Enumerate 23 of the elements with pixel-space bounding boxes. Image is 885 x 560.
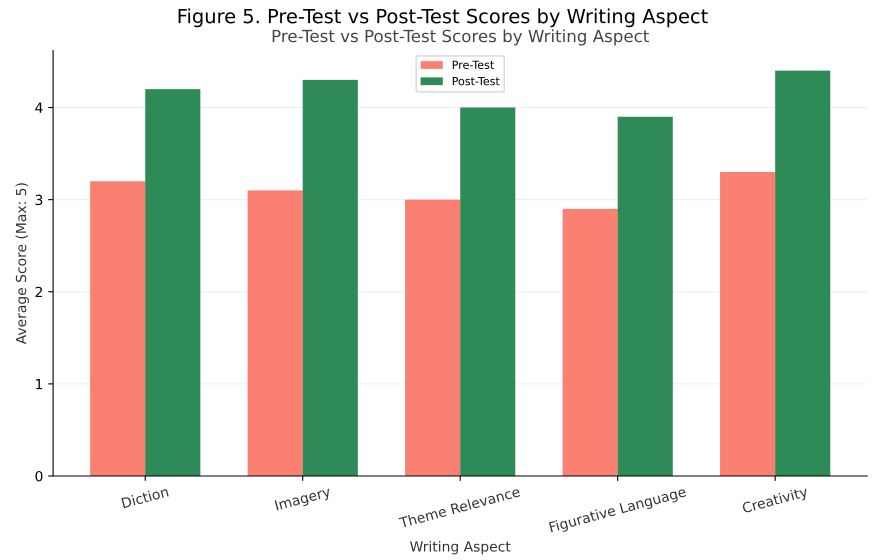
x-tick-label: Diction: [121, 486, 169, 508]
legend-label: Pre-Test: [452, 60, 494, 69]
bar: [248, 190, 303, 476]
bar: [145, 89, 200, 476]
x-axis-title: Writing Aspect: [410, 540, 510, 554]
y-tick-label: 3: [36, 194, 42, 206]
bar: [562, 208, 618, 476]
bar: [775, 70, 830, 476]
bar: [302, 80, 358, 476]
y-axis-title: Average Score (Max: 5): [16, 183, 29, 344]
x-tick-label: Imagery: [274, 486, 332, 514]
bar: [720, 172, 776, 476]
chart-title: Figure 5. Pre-Test vs Post-Test Scores by Writing Aspect: [178, 8, 708, 28]
chart-subtitle: Pre-Test vs Post-Test Scores by Writing Aspect: [272, 29, 649, 46]
y-tick-label: 4: [35, 102, 43, 113]
bar: [618, 116, 673, 476]
y-tick-label: 0: [35, 470, 42, 482]
y-tick-label: 2: [36, 286, 42, 298]
bar: [405, 200, 460, 476]
legend-label: Post-Test: [452, 77, 500, 86]
bar: [460, 108, 516, 476]
bar: [90, 181, 146, 476]
y-tick-label: 1: [36, 379, 42, 390]
